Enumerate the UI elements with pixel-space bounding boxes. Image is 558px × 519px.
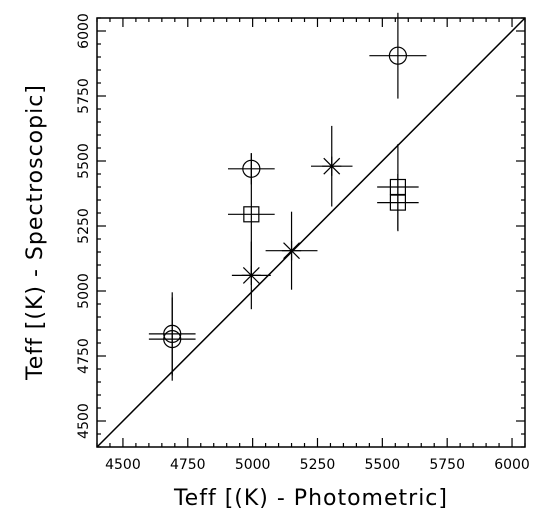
y-axis-title: Teff [(K) - Spectroscopic] — [23, 84, 48, 381]
x-tick-label: 6000 — [494, 457, 530, 473]
circle-marker — [163, 330, 182, 349]
x-tick-labels: 4500 4750 5000 5250 5500 5750 6000 — [105, 457, 530, 473]
circle-data-point — [369, 12, 427, 99]
square-data-point — [377, 174, 419, 232]
axis-ticks — [96, 17, 526, 448]
x-tick-label: 4750 — [170, 457, 206, 473]
y-tick-label: 5750 — [76, 78, 92, 114]
y-tick-label: 5500 — [76, 143, 92, 179]
plot-frame — [96, 17, 526, 448]
y-tick-labels: 4500 4750 5000 5250 5500 5750 6000 — [76, 13, 92, 439]
square-marker — [389, 194, 406, 211]
y-tick-label: 5250 — [76, 208, 92, 244]
y-tick-label: 4500 — [76, 403, 92, 439]
x-tick-label: 4500 — [105, 457, 141, 473]
x-axis-title: Teff [(K) - Photometric] — [173, 486, 448, 511]
x-tick-label: 5000 — [235, 457, 271, 473]
asterisk-data-point — [231, 241, 271, 310]
x-tick-label: 5250 — [300, 457, 336, 473]
circle-marker — [388, 46, 407, 65]
y-tick-label: 6000 — [76, 13, 92, 49]
x-tick-label: 5750 — [429, 457, 465, 473]
data-points — [148, 12, 427, 381]
square-marker — [243, 206, 260, 223]
asterisk-data-point — [265, 211, 318, 290]
x-tick-label: 5500 — [365, 457, 401, 473]
asterisk-data-point — [311, 125, 353, 207]
circle-data-point — [148, 297, 196, 381]
identity-reference-line — [96, 17, 526, 448]
y-tick-label: 5000 — [76, 273, 92, 309]
y-tick-label: 4750 — [76, 338, 92, 374]
